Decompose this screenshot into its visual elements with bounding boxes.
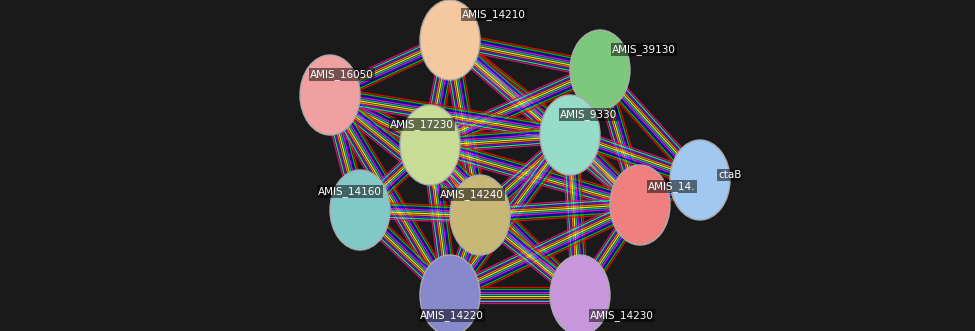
Text: AMIS_39130: AMIS_39130 xyxy=(612,44,676,55)
Ellipse shape xyxy=(420,255,480,331)
Ellipse shape xyxy=(330,170,390,250)
Ellipse shape xyxy=(420,0,480,80)
Ellipse shape xyxy=(400,105,460,185)
Text: AMIS_14210: AMIS_14210 xyxy=(462,9,526,20)
Text: AMIS_9330: AMIS_9330 xyxy=(560,109,617,120)
Text: AMIS_14240: AMIS_14240 xyxy=(440,189,504,200)
Text: AMIS_14.: AMIS_14. xyxy=(648,181,695,192)
Ellipse shape xyxy=(450,175,510,255)
Text: AMIS_14220: AMIS_14220 xyxy=(420,310,484,321)
Ellipse shape xyxy=(540,95,600,175)
Ellipse shape xyxy=(670,140,730,220)
Ellipse shape xyxy=(300,55,360,135)
Ellipse shape xyxy=(610,165,670,245)
Text: ctaB: ctaB xyxy=(718,170,741,180)
Text: AMIS_16050: AMIS_16050 xyxy=(310,69,373,80)
Text: AMIS_14160: AMIS_14160 xyxy=(318,186,382,197)
Ellipse shape xyxy=(550,255,610,331)
Text: AMIS_14230: AMIS_14230 xyxy=(590,310,654,321)
Ellipse shape xyxy=(570,30,630,110)
Text: AMIS_17230: AMIS_17230 xyxy=(390,119,454,130)
